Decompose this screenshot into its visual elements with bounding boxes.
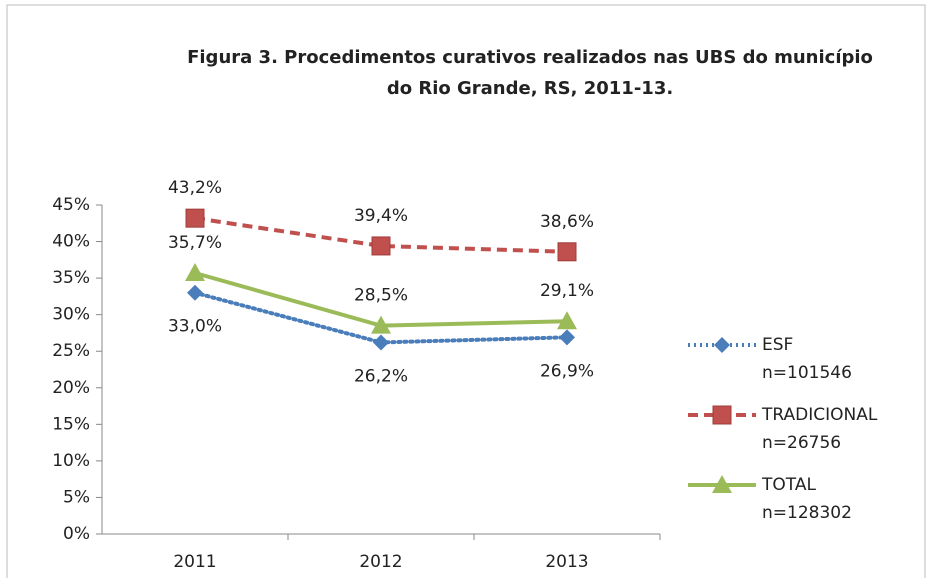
data-label: 39,4% <box>354 206 408 226</box>
data-label: 33,0% <box>168 317 222 337</box>
y-tick-label: 40% <box>52 232 90 252</box>
point <box>185 208 205 228</box>
y-tick-label: 45% <box>52 195 90 215</box>
legend-label: ESF <box>762 335 793 355</box>
point <box>371 315 391 334</box>
y-tick-label: 10% <box>52 451 90 471</box>
x-tick-label: 2011 <box>173 552 216 572</box>
point <box>714 337 730 353</box>
point <box>373 334 389 351</box>
legend-label: n=101546 <box>762 363 852 383</box>
data-label: 28,5% <box>354 286 408 306</box>
point <box>557 242 577 262</box>
data-label: 38,6% <box>540 212 594 232</box>
legend-label: n=26756 <box>762 433 841 453</box>
y-tick-label: 20% <box>52 378 90 398</box>
y-tick-label: 15% <box>52 414 90 434</box>
x-tick-label: 2013 <box>545 552 588 572</box>
point <box>712 475 732 493</box>
legend-label: n=128302 <box>762 503 852 523</box>
chart-title: Figura 3. Procedimentos curativos realiz… <box>187 47 873 68</box>
point <box>712 405 732 425</box>
legend-label: TRADICIONAL <box>761 405 878 425</box>
legend-label: TOTAL <box>761 475 816 495</box>
y-tick-label: 0% <box>63 524 90 544</box>
chart-title: do Rio Grande, RS, 2011-13. <box>387 78 673 99</box>
x-tick-label: 2012 <box>359 552 402 572</box>
point <box>185 262 205 281</box>
point <box>371 236 391 256</box>
data-label: 35,7% <box>168 233 222 253</box>
series-line <box>194 216 568 254</box>
y-tick-label: 25% <box>52 341 90 361</box>
data-label: 26,9% <box>540 361 594 381</box>
y-tick-label: 35% <box>52 268 90 288</box>
data-label: 43,2% <box>168 178 222 198</box>
data-label: 29,1% <box>540 281 594 301</box>
data-label: 26,2% <box>354 366 408 386</box>
y-tick-label: 5% <box>63 487 90 507</box>
point <box>559 329 575 346</box>
point <box>557 311 577 330</box>
y-tick-label: 30% <box>52 305 90 325</box>
point <box>187 284 203 301</box>
chart-frame <box>6 4 926 578</box>
